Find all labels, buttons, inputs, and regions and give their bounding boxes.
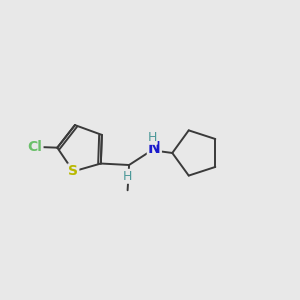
Text: Cl: Cl bbox=[28, 140, 42, 154]
Text: N: N bbox=[148, 141, 161, 156]
Text: H: H bbox=[123, 170, 132, 183]
Text: H: H bbox=[147, 131, 157, 144]
Text: S: S bbox=[68, 164, 78, 178]
